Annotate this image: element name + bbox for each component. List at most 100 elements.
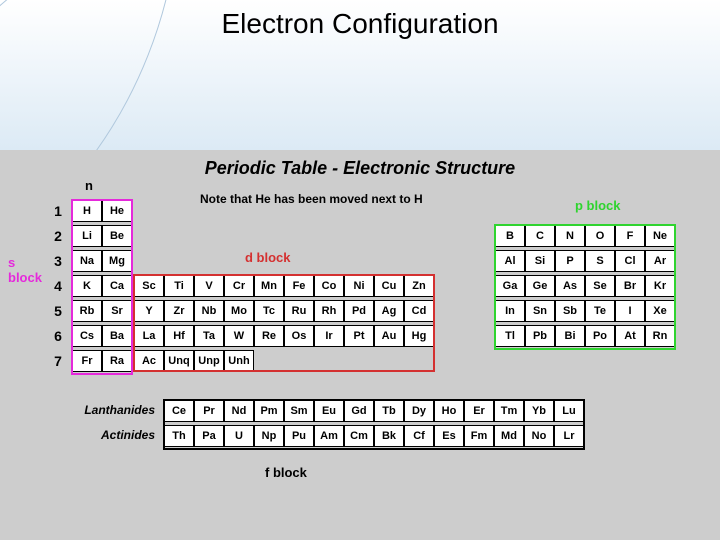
element-cell: Ca: [102, 275, 132, 297]
element-cell: Br: [615, 275, 645, 297]
element-cell: Tl: [495, 325, 525, 347]
element-cell: B: [495, 225, 525, 247]
element-cell: W: [224, 325, 254, 347]
element-cell: Cd: [404, 300, 434, 322]
element-cell: Cf: [404, 425, 434, 447]
element-cell: Mn: [254, 275, 284, 297]
period-number: 7: [48, 353, 68, 369]
element-cell: Rn: [645, 325, 675, 347]
period-number: 2: [48, 228, 68, 244]
element-cell: Pa: [194, 425, 224, 447]
element-cell: Co: [314, 275, 344, 297]
element-cell: Ac: [134, 350, 164, 372]
element-cell: P: [555, 250, 585, 272]
element-cell: Kr: [645, 275, 675, 297]
element-cell: Pt: [344, 325, 374, 347]
element-cell: Be: [102, 225, 132, 247]
element-cell: Nd: [224, 400, 254, 422]
element-cell: Th: [164, 425, 194, 447]
element-cell: Tm: [494, 400, 524, 422]
element-cell: Zr: [164, 300, 194, 322]
element-cell: I: [615, 300, 645, 322]
element-cell: U: [224, 425, 254, 447]
element-cell: Re: [254, 325, 284, 347]
element-cell: V: [194, 275, 224, 297]
period-number: 3: [48, 253, 68, 269]
element-cell: Gd: [344, 400, 374, 422]
element-cell: F: [615, 225, 645, 247]
element-cell: Po: [585, 325, 615, 347]
decorative-arc: [0, 0, 180, 150]
element-cell: Sn: [525, 300, 555, 322]
element-cell: Au: [374, 325, 404, 347]
element-cell: Ti: [164, 275, 194, 297]
element-cell: Y: [134, 300, 164, 322]
element-cell: Pb: [525, 325, 555, 347]
helium-note: Note that He has been moved next to H: [200, 192, 423, 208]
period-number: 6: [48, 328, 68, 344]
element-cell: Tc: [254, 300, 284, 322]
element-cell: Ga: [495, 275, 525, 297]
actinides-label: Actinides: [70, 428, 155, 442]
element-cell: Cl: [615, 250, 645, 272]
s-block-label: s block: [8, 255, 48, 285]
element-cell: C: [525, 225, 555, 247]
element-cell: Ar: [645, 250, 675, 272]
period-number: 1: [48, 203, 68, 219]
element-cell: As: [555, 275, 585, 297]
element-cell: Ba: [102, 325, 132, 347]
element-cell: Pm: [254, 400, 284, 422]
element-cell: Ru: [284, 300, 314, 322]
element-cell: At: [615, 325, 645, 347]
element-cell: Ta: [194, 325, 224, 347]
element-cell: H: [72, 200, 102, 222]
element-cell: Unp: [194, 350, 224, 372]
element-cell: Ce: [164, 400, 194, 422]
element-cell: N: [555, 225, 585, 247]
element-cell: Am: [314, 425, 344, 447]
element-cell: Sr: [102, 300, 132, 322]
element-cell: Lr: [554, 425, 584, 447]
element-cell: Er: [464, 400, 494, 422]
element-cell: Os: [284, 325, 314, 347]
element-cell: Hg: [404, 325, 434, 347]
n-label: n: [85, 178, 93, 193]
element-cell: Pd: [344, 300, 374, 322]
element-cell: Sb: [555, 300, 585, 322]
element-cell: Bk: [374, 425, 404, 447]
element-cell: Cr: [224, 275, 254, 297]
element-cell: O: [585, 225, 615, 247]
element-cell: Tb: [374, 400, 404, 422]
element-cell: Eu: [314, 400, 344, 422]
element-cell: Fm: [464, 425, 494, 447]
element-cell: Cu: [374, 275, 404, 297]
period-number: 5: [48, 303, 68, 319]
element-cell: Sm: [284, 400, 314, 422]
element-cell: No: [524, 425, 554, 447]
element-cell: Zn: [404, 275, 434, 297]
element-cell: Ir: [314, 325, 344, 347]
element-cell: Unq: [164, 350, 194, 372]
element-cell: Se: [585, 275, 615, 297]
period-number: 4: [48, 278, 68, 294]
element-cell: Ra: [102, 350, 132, 372]
element-cell: Dy: [404, 400, 434, 422]
subtitle: Periodic Table - Electronic Structure: [0, 158, 720, 179]
element-cell: Ge: [525, 275, 555, 297]
element-cell: Lu: [554, 400, 584, 422]
element-cell: Xe: [645, 300, 675, 322]
element-cell: Mg: [102, 250, 132, 272]
element-cell: Es: [434, 425, 464, 447]
element-cell: Yb: [524, 400, 554, 422]
element-cell: S: [585, 250, 615, 272]
element-cell: Pr: [194, 400, 224, 422]
element-cell: Cs: [72, 325, 102, 347]
d-block-label: d block: [245, 250, 291, 265]
p-block-label: p block: [575, 198, 621, 213]
element-cell: Rb: [72, 300, 102, 322]
element-cell: Md: [494, 425, 524, 447]
element-cell: Ni: [344, 275, 374, 297]
element-cell: In: [495, 300, 525, 322]
element-cell: Fr: [72, 350, 102, 372]
element-cell: Si: [525, 250, 555, 272]
